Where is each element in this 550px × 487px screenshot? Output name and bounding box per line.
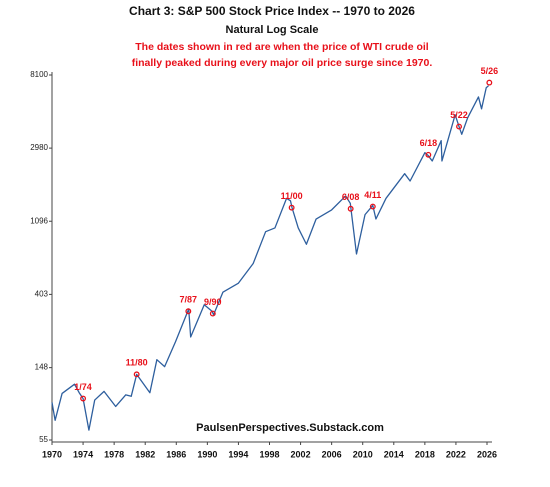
y-tick-label: 55 (39, 435, 48, 444)
oil-peak-label: 11/00 (281, 191, 303, 201)
oil-peak-label: 7/87 (180, 295, 198, 305)
y-tick-label: 8100 (30, 70, 48, 79)
note-line: finally peaked during every major oil pr… (132, 57, 433, 69)
oil-peak-marker (347, 205, 354, 212)
oil-peak-marker (209, 310, 216, 317)
oil-peak-marker (425, 151, 432, 158)
price-line (51, 85, 489, 431)
x-tick-label: 2006 (322, 449, 342, 459)
y-tick-label: 1096 (30, 216, 48, 225)
y-tick-label: 2980 (30, 143, 48, 152)
x-tick-label: 2026 (477, 449, 497, 459)
oil-peak-label: 1/74 (74, 382, 92, 392)
source: PaulsenPerspectives.Substack.com (196, 422, 384, 434)
oil-peak-label: 6/18 (420, 138, 438, 148)
oil-peak-label: 4/11 (364, 190, 381, 200)
x-tick-label: 1978 (104, 449, 124, 459)
x-tick-label: 2022 (446, 449, 466, 459)
oil-peak-label: 6/08 (342, 192, 360, 202)
x-tick-label: 2002 (291, 449, 311, 459)
x-tick-label: 2010 (353, 449, 373, 459)
x-tick-label: 2018 (415, 449, 435, 459)
chart-subtitle: Natural Log Scale (226, 24, 319, 36)
oil-peak-marker (486, 79, 493, 86)
x-tick-label: 1986 (166, 449, 186, 459)
oil-peak-marker (80, 395, 87, 402)
oil-peak-label: 11/80 (126, 358, 148, 368)
chart-title: Chart 3: S&P 500 Stock Price Index -- 19… (129, 4, 415, 18)
oil-peak-marker (133, 371, 140, 378)
oil-peak-marker (185, 308, 192, 315)
oil-peak-label: 5/22 (450, 110, 468, 120)
oil-peak-label: 9/90 (204, 297, 222, 307)
y-tick-label: 403 (35, 289, 49, 298)
x-tick-label: 1970 (42, 449, 62, 459)
x-tick-label: 1994 (228, 449, 248, 459)
oil-peak-label: 5/26 (481, 66, 499, 76)
oil-peak-marker (288, 204, 295, 211)
oil-peak-marker (369, 203, 376, 210)
x-tick-label: 1998 (259, 449, 279, 459)
oil-peak-marker (456, 123, 462, 130)
x-tick-label: 2014 (384, 449, 404, 459)
x-tick-label: 1974 (73, 449, 93, 459)
y-tick-label: 148 (35, 363, 49, 372)
note-line: The dates shown in red are when the pric… (135, 41, 429, 53)
x-tick-label: 1990 (197, 449, 217, 459)
x-tick-label: 1982 (135, 449, 155, 459)
